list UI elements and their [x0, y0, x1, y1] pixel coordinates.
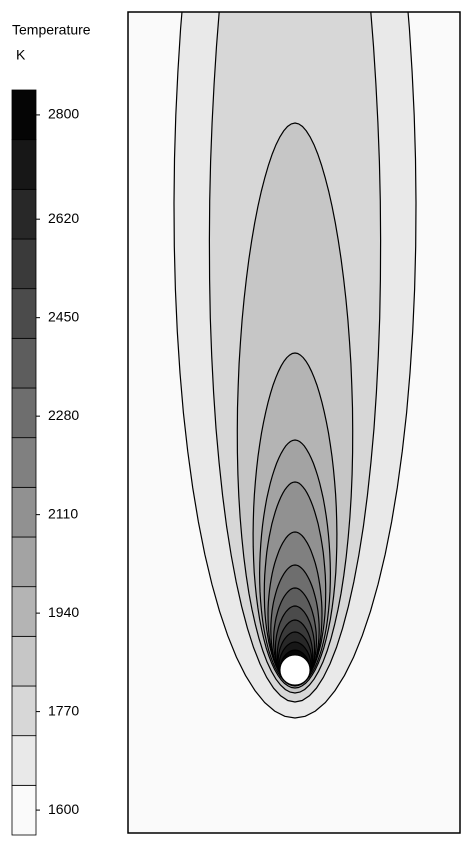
colorbar-tick-label: 2450 [48, 308, 79, 324]
colorbar-segment [11, 437, 37, 488]
colorbar-tick-label: 2800 [48, 106, 79, 122]
colorbar-tick-label: 2110 [48, 505, 78, 521]
colorbar-segment [11, 735, 37, 786]
colorbar-tick-label: 1600 [48, 801, 79, 817]
colorbar-title: Temperature [12, 22, 91, 38]
colorbar-segment [11, 586, 37, 637]
colorbar-segment [11, 387, 37, 439]
colorbar-unit: K [16, 47, 26, 63]
colorbar-tick-label: 2620 [48, 210, 79, 226]
colorbar-tick-label: 1940 [48, 604, 79, 620]
colorbar-segment [11, 784, 37, 836]
plot-frame [127, 11, 461, 834]
colorbar-tick-label: 2280 [48, 407, 79, 423]
colorbar-tick-label: 1770 [48, 702, 79, 718]
colorbar-segment [11, 337, 37, 389]
colorbar-segment [11, 238, 37, 290]
colorbar-segment [11, 288, 37, 339]
colorbar-segment [11, 536, 37, 588]
colorbar-segment [11, 89, 37, 141]
colorbar-segment [11, 486, 37, 538]
colorbar-segment [11, 635, 37, 687]
contour-plot [128, 12, 460, 833]
source-hole [279, 654, 311, 686]
colorbar-segment [11, 139, 37, 190]
colorbar-segment [11, 685, 37, 737]
colorbar-segment [11, 188, 37, 240]
